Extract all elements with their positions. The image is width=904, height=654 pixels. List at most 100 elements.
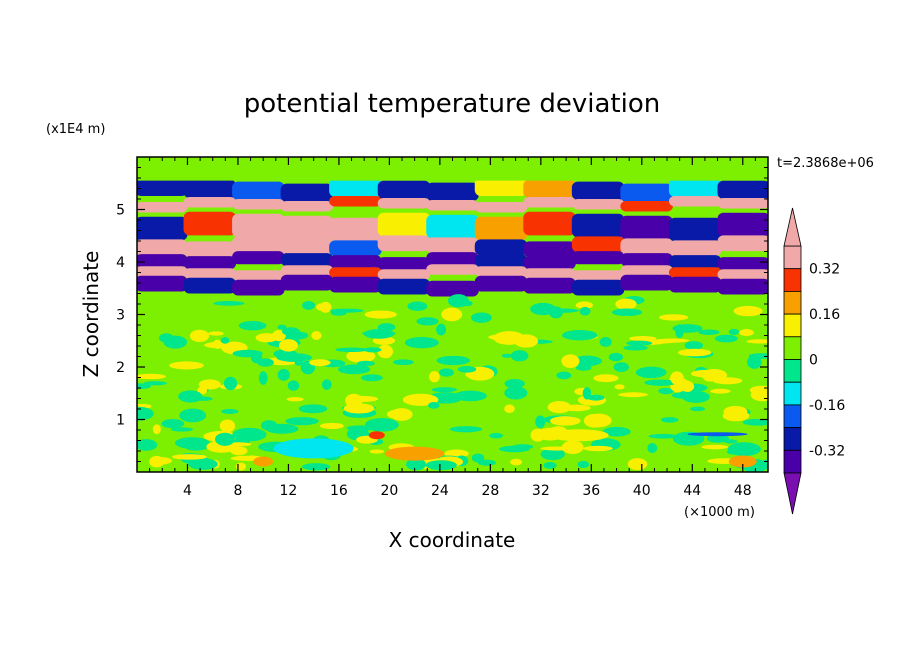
field-patch <box>282 327 300 336</box>
field-patch <box>504 379 525 389</box>
contour-feature <box>368 431 385 440</box>
field-patch <box>439 368 454 377</box>
field-patch <box>429 371 440 383</box>
field-patch <box>690 406 705 412</box>
contour-bands <box>137 157 768 297</box>
field-patch <box>710 388 731 394</box>
field-patch <box>171 454 208 460</box>
contour-band-segment <box>280 215 334 240</box>
contour-band-segment <box>523 179 576 198</box>
contour-band-segment <box>377 198 431 209</box>
contour-band-segment <box>183 197 237 208</box>
field-patch <box>232 427 267 442</box>
colorbar-box <box>783 449 802 474</box>
contour-band-segment <box>523 197 576 208</box>
field-patch <box>319 422 344 430</box>
contour-band-segment <box>183 241 237 258</box>
field-patch <box>561 354 580 368</box>
field-patch <box>684 341 703 350</box>
field-patch <box>251 352 263 364</box>
field-patch <box>362 330 396 337</box>
field-patch <box>315 303 327 311</box>
field-patch <box>345 393 363 408</box>
field-patch <box>746 339 768 344</box>
contour-band-segment <box>571 236 625 253</box>
contour-band-segment <box>620 201 673 212</box>
field-patch <box>623 345 648 351</box>
field-patch <box>441 307 463 322</box>
contour-band-segment <box>280 183 334 202</box>
contour-band-segment <box>183 268 237 279</box>
contour-band-segment <box>620 215 673 240</box>
y-tick-label: 3 <box>116 308 125 324</box>
field-patch <box>335 347 369 352</box>
contour-band-segment <box>280 265 334 276</box>
contour-feature <box>253 456 274 467</box>
top-region <box>137 157 768 181</box>
field-patch <box>286 397 304 402</box>
field-patch <box>530 428 546 442</box>
contour-feature <box>548 429 609 442</box>
contour-band-segment <box>137 202 188 213</box>
contour-band-segment <box>668 255 722 269</box>
field-patch <box>311 331 322 340</box>
y-tick-label: 5 <box>116 203 125 219</box>
field-patch <box>747 355 762 369</box>
x-tick-label: 36 <box>582 483 600 499</box>
field-patch <box>220 337 230 344</box>
field-patch <box>577 460 589 469</box>
colorbar-box <box>783 313 802 338</box>
field-patch <box>152 424 161 435</box>
contour-band-segment <box>426 264 479 275</box>
field-patch <box>572 355 602 367</box>
contour-band-segment <box>474 216 528 241</box>
field-patch <box>575 301 594 309</box>
contour-band-segment <box>377 180 431 199</box>
field-patch <box>188 458 218 470</box>
contour-band-segment <box>137 275 188 292</box>
field-patch <box>416 317 439 326</box>
colorbar-box <box>783 268 802 292</box>
field-patch <box>593 374 619 383</box>
field-patch <box>543 461 557 469</box>
contour-band-segment <box>620 238 673 255</box>
field-patch <box>346 349 376 363</box>
field-patch <box>179 408 207 423</box>
contour-band-segment <box>620 265 673 276</box>
field-patch <box>137 439 158 451</box>
contour-band-segment <box>571 279 625 296</box>
contour-band-segment <box>329 267 382 278</box>
x-tick-label: 28 <box>481 483 499 499</box>
contour-band-segment <box>571 181 625 200</box>
field-patch <box>285 417 319 426</box>
field-patch <box>727 442 761 457</box>
contour-band-segment <box>426 237 479 254</box>
field-patch <box>549 416 581 426</box>
field-patch <box>556 371 572 380</box>
contour-band-segment <box>717 180 768 199</box>
contour-band-segment <box>571 199 625 210</box>
x-tick-label: 24 <box>431 483 449 499</box>
field-patch <box>670 371 684 385</box>
field-patch <box>369 449 385 454</box>
field-patch <box>215 432 235 446</box>
field-patch <box>599 337 612 347</box>
contour-band-segment <box>523 241 576 258</box>
contour-band-segment <box>668 267 722 278</box>
field-patch <box>658 314 689 321</box>
x-axis: 4 8 12 16 20 24 28 32 36 40 44 48 <box>149 157 756 499</box>
contour-band-segment <box>620 274 673 291</box>
field-patch <box>706 434 730 443</box>
contour-band-segment <box>474 177 528 196</box>
field-patch <box>611 308 643 317</box>
contour-band-segment <box>668 196 722 207</box>
field-patch <box>615 298 637 310</box>
contour-band-segment <box>377 212 431 237</box>
field-patch <box>698 329 720 335</box>
field-patch <box>357 360 375 367</box>
field-patch <box>549 308 579 313</box>
colorbar-label: -0.32 <box>809 443 845 459</box>
contour-band-segment <box>668 178 722 197</box>
colorbar-box <box>783 245 802 270</box>
colorbar-label: -0.16 <box>809 398 845 414</box>
